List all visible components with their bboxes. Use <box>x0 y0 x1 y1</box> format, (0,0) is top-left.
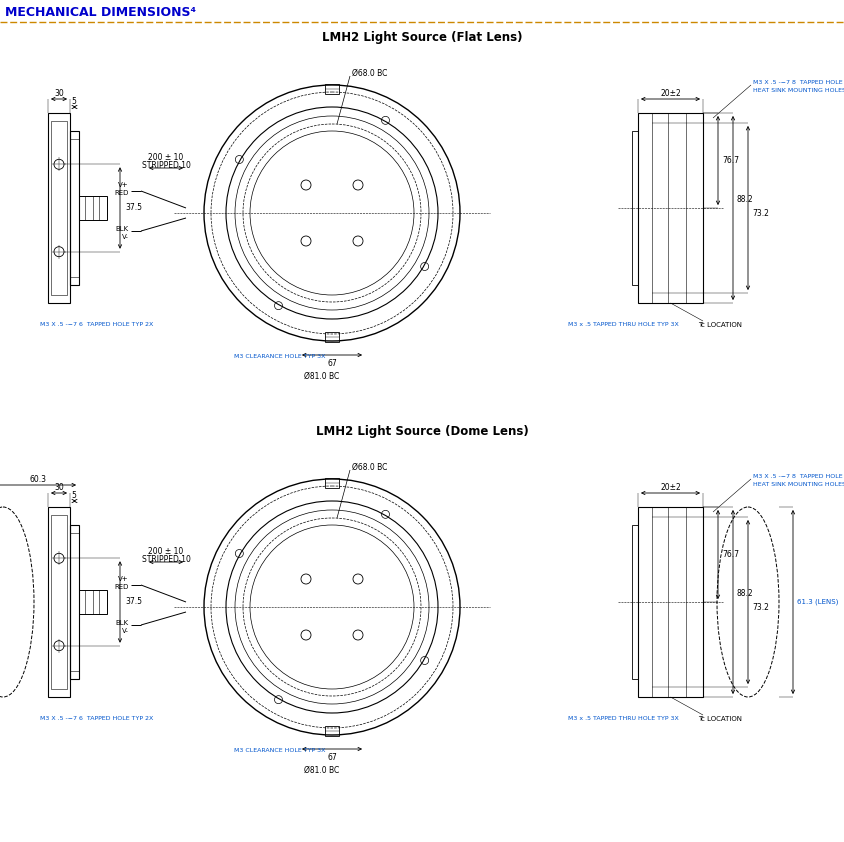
Text: MECHANICAL DIMENSIONS⁴: MECHANICAL DIMENSIONS⁴ <box>5 7 196 19</box>
Text: Tc LOCATION: Tc LOCATION <box>697 716 741 722</box>
Bar <box>78 590 107 614</box>
Text: RED: RED <box>115 190 129 196</box>
Bar <box>325 332 338 342</box>
Text: M3 X .5 -−7 8  TAPPED HOLE TYP 4X: M3 X .5 -−7 8 TAPPED HOLE TYP 4X <box>752 81 844 86</box>
Bar <box>51 515 67 689</box>
Text: 67: 67 <box>327 359 337 367</box>
Text: 20±2: 20±2 <box>659 482 680 492</box>
Text: Tc LOCATION: Tc LOCATION <box>697 322 741 328</box>
Text: BLK: BLK <box>116 620 129 626</box>
Text: V+: V+ <box>118 182 129 188</box>
Bar <box>51 121 67 295</box>
Text: M3 X .5 -−7 8  TAPPED HOLE TYP 4X: M3 X .5 -−7 8 TAPPED HOLE TYP 4X <box>752 475 844 479</box>
Bar <box>78 196 107 220</box>
Text: 5: 5 <box>72 491 76 499</box>
Text: 37.5: 37.5 <box>125 598 142 606</box>
Text: 5: 5 <box>72 97 76 105</box>
Text: 61.3 (LENS): 61.3 (LENS) <box>796 599 837 605</box>
Text: HEAT SINK MOUNTING HOLES: HEAT SINK MOUNTING HOLES <box>752 88 844 93</box>
Text: 30: 30 <box>54 482 64 492</box>
Bar <box>325 478 338 488</box>
Text: RED: RED <box>115 584 129 590</box>
Text: 200 ± 10: 200 ± 10 <box>149 547 183 557</box>
Text: M3 CLEARANCE HOLE TYP 3X: M3 CLEARANCE HOLE TYP 3X <box>234 748 325 753</box>
Text: LMH2 Light Source (Flat Lens): LMH2 Light Source (Flat Lens) <box>322 31 522 45</box>
Text: 73.2: 73.2 <box>751 209 768 217</box>
Text: STRIPPED 10: STRIPPED 10 <box>142 556 190 564</box>
Text: M3 CLEARANCE HOLE TYP 3X: M3 CLEARANCE HOLE TYP 3X <box>234 354 325 359</box>
Text: Ø81.0 BC: Ø81.0 BC <box>304 765 339 775</box>
Bar <box>325 84 338 94</box>
Text: Ø81.0 BC: Ø81.0 BC <box>304 371 339 381</box>
Text: 37.5: 37.5 <box>125 204 142 212</box>
Bar <box>48 507 70 697</box>
Text: V+: V+ <box>118 576 129 582</box>
Bar <box>70 525 78 679</box>
Text: BLK: BLK <box>116 226 129 232</box>
Bar <box>637 507 702 697</box>
Bar <box>637 113 702 303</box>
Text: 60.3: 60.3 <box>30 475 46 483</box>
Text: 88.2: 88.2 <box>736 589 753 599</box>
Bar <box>48 113 70 303</box>
Text: Ø68.0 BC: Ø68.0 BC <box>352 462 387 472</box>
Text: HEAT SINK MOUNTING HOLES: HEAT SINK MOUNTING HOLES <box>752 482 844 488</box>
Text: 88.2: 88.2 <box>736 195 753 205</box>
Text: LMH2 Light Source (Dome Lens): LMH2 Light Source (Dome Lens) <box>316 425 528 439</box>
Text: V-: V- <box>122 628 129 634</box>
Bar <box>631 525 637 679</box>
Text: 76.7: 76.7 <box>721 550 738 559</box>
Text: 30: 30 <box>54 88 64 98</box>
Text: Ø68.0 BC: Ø68.0 BC <box>352 68 387 77</box>
Text: 76.7: 76.7 <box>721 156 738 165</box>
Bar <box>70 131 78 285</box>
Text: M3 x .5 TAPPED THRU HOLE TYP 3X: M3 x .5 TAPPED THRU HOLE TYP 3X <box>567 717 678 722</box>
Bar <box>325 726 338 736</box>
Text: M3 X .5 -−7 6  TAPPED HOLE TYP 2X: M3 X .5 -−7 6 TAPPED HOLE TYP 2X <box>40 717 153 722</box>
Text: M3 X .5 -−7 6  TAPPED HOLE TYP 2X: M3 X .5 -−7 6 TAPPED HOLE TYP 2X <box>40 322 153 328</box>
Text: 200 ± 10: 200 ± 10 <box>149 153 183 163</box>
Bar <box>631 131 637 285</box>
Text: 67: 67 <box>327 753 337 761</box>
Text: 20±2: 20±2 <box>659 88 680 98</box>
Text: V-: V- <box>122 234 129 240</box>
Text: STRIPPED 10: STRIPPED 10 <box>142 162 190 170</box>
Text: M3 x .5 TAPPED THRU HOLE TYP 3X: M3 x .5 TAPPED THRU HOLE TYP 3X <box>567 322 678 328</box>
Text: 73.2: 73.2 <box>751 603 768 611</box>
